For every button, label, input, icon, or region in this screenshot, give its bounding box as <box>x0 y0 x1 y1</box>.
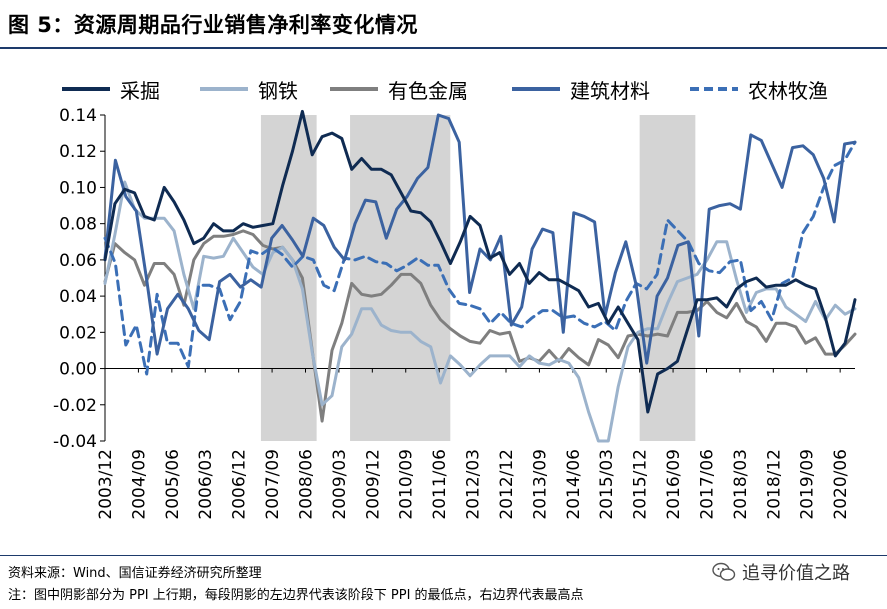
series-mining-line <box>103 109 857 414</box>
watermark-text: 追寻价值之路 <box>742 563 850 584</box>
legend-label-steel: 钢铁 <box>258 78 298 103</box>
x-tick-label: 2019/09 <box>798 449 818 520</box>
chart-legend: 采掘 钢铁 有色金属 建筑材料 农林牧渔 <box>0 74 887 104</box>
x-tick-label: 2009/12 <box>363 449 383 520</box>
shaded-period-2 <box>350 115 451 441</box>
chart-plot: 0.14 0.12 0.10 0.08 0.06 0.04 0.02 0.00 -0.02 -0.… <box>53 106 857 520</box>
legend-label-building: 建筑材料 <box>570 78 650 103</box>
legend-swatch-steel <box>200 87 248 91</box>
legend-item-nonferrous: 有色金属 <box>330 74 468 104</box>
footer-rule <box>0 555 887 556</box>
source-note: 资料来源：Wind、国信证券经济研究所整理 <box>8 566 262 581</box>
x-tick-label: 2010/09 <box>397 449 417 520</box>
x-tick-label: 2018/12 <box>764 449 784 520</box>
series-agri-line <box>103 140 857 376</box>
legend-swatch-building <box>512 87 560 91</box>
footnote: 注：图中阴影部分为 PPI 上行期，每段阴影的左边界代表该阶段下 PPI 的最低… <box>8 588 584 603</box>
x-tick-label: 2013/09 <box>530 449 550 520</box>
legend-swatch-mining <box>62 87 110 91</box>
legend-item-building: 建筑材料 <box>512 74 650 104</box>
page-title: 图 5：资源周期品行业销售净利率变化情况 <box>8 13 418 37</box>
title-bar: 图 5：资源周期品行业销售净利率变化情况 <box>0 0 887 50</box>
x-tick-label: 2018/03 <box>731 449 751 520</box>
x-tick-label: 2008/06 <box>296 449 316 520</box>
title-underline <box>0 47 887 49</box>
legend-swatch-nonferrous <box>330 87 378 91</box>
series-building-line <box>103 113 857 365</box>
legend-label-agri: 农林牧渔 <box>748 78 828 103</box>
y-tick-label: 0.02 <box>59 323 97 343</box>
x-tick-label: 2006/03 <box>196 449 216 520</box>
x-tick-label: 2016/09 <box>664 449 684 520</box>
legend-swatch-agri <box>690 87 738 91</box>
y-tick-label: 0.08 <box>59 215 97 235</box>
x-tick-label: 2003/12 <box>96 449 116 520</box>
x-tick-label: 2012/12 <box>497 449 517 520</box>
wechat-icon <box>712 562 736 581</box>
y-tick-label: 0.00 <box>59 360 97 380</box>
x-tick-label: 2005/06 <box>163 449 183 520</box>
x-tick-label: 2004/09 <box>129 449 149 520</box>
x-tick-label: 2017/06 <box>697 449 717 520</box>
y-tick-label: 0.10 <box>59 178 97 198</box>
x-tick-label: 2011/06 <box>430 449 450 520</box>
legend-item-agri: 农林牧渔 <box>690 74 828 104</box>
x-tick-label: 2009/03 <box>330 449 350 520</box>
y-tick-label: 0.14 <box>59 106 97 126</box>
legend-label-nonferrous: 有色金属 <box>388 78 468 103</box>
y-tick-label: 0.12 <box>59 142 97 162</box>
y-tick-label: 0.04 <box>59 287 97 307</box>
x-tick-label: 2015/12 <box>631 449 651 520</box>
series-nonferrous-line <box>103 229 857 423</box>
x-tick-label: 2014/06 <box>564 449 584 520</box>
legend-item-mining: 采掘 <box>62 74 160 104</box>
legend-label-mining: 采掘 <box>120 78 160 103</box>
y-tick-label: 0.06 <box>59 251 97 271</box>
x-tick-label: 2006/12 <box>230 449 250 520</box>
y-tick-label: -0.04 <box>53 432 97 452</box>
y-tick-label: -0.02 <box>53 396 97 416</box>
series-steel-line <box>103 180 857 443</box>
x-tick-label: 2015/03 <box>597 449 617 520</box>
x-tick-label: 2020/06 <box>831 449 851 520</box>
x-tick-label: 2012/03 <box>464 449 484 520</box>
x-tick-label: 2007/09 <box>263 449 283 520</box>
watermark: 追寻价值之路 <box>708 557 854 587</box>
legend-item-steel: 钢铁 <box>200 74 298 104</box>
